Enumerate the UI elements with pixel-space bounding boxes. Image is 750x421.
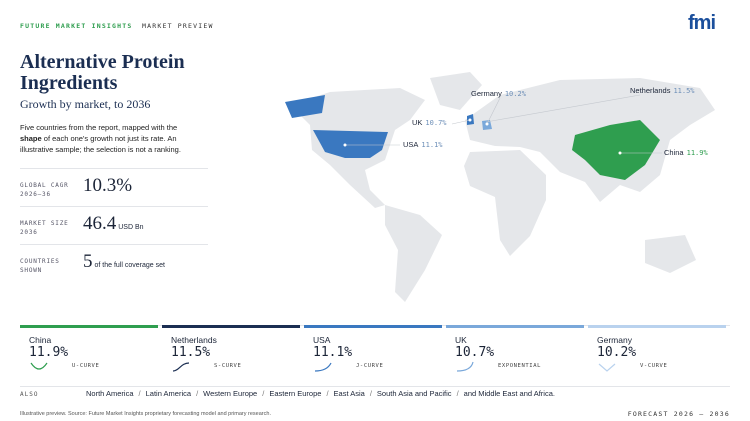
world-map — [285, 72, 715, 302]
card: UK 10.7% EXPONENTIAL — [446, 325, 586, 377]
description-text: of each one's growth not just its rate. … — [20, 134, 181, 154]
markers — [343, 118, 622, 155]
card-value: 11.9% — [29, 345, 69, 360]
map-label-country: UK — [412, 118, 423, 127]
curve-icon — [598, 363, 616, 372]
card: Germany 10.2% V-CURVE — [588, 325, 728, 377]
stat-value: 5 of the full coverage set — [83, 251, 165, 273]
region: and Middle East and Africa. — [463, 389, 555, 398]
region: South Asia and Pacific — [376, 389, 452, 398]
stat-value: 10.3% — [83, 175, 132, 197]
logo: fmi — [688, 12, 716, 34]
land — [290, 72, 715, 302]
region: East Asia — [333, 389, 365, 398]
regions: North America / Latin America / Western Euro… — [86, 389, 555, 398]
stat-value: 46.4 USD Bn — [83, 213, 144, 235]
card-bar — [162, 325, 300, 328]
card-value: 11.5% — [171, 345, 211, 360]
map-label-value: 11.5% — [673, 87, 695, 95]
map-label-country: Germany — [471, 89, 502, 98]
description: Five countries from the report, mapped w… — [20, 122, 190, 155]
card-bar — [588, 325, 726, 328]
map-label-value: 11.9% — [686, 149, 708, 157]
map-label: Netherlands 11.5% — [630, 86, 695, 95]
region: Western Europe — [203, 389, 258, 398]
card-value: 10.2% — [597, 345, 637, 360]
stat: GLOBAL CAGR 2026–36 10.3% — [20, 168, 208, 206]
card-bar — [446, 325, 584, 328]
brand: FUTURE MARKET INSIGHTS — [20, 22, 133, 30]
section: MARKET PREVIEW — [142, 22, 214, 30]
stat-label: MARKET SIZE 2036 — [20, 220, 69, 236]
description-emphasis: shape — [20, 134, 42, 143]
card-bar — [304, 325, 442, 328]
region: Latin America — [145, 389, 192, 398]
card-curve: S-CURVE — [214, 363, 242, 369]
map-label: UK 10.7% — [412, 118, 447, 127]
subtitle: Growth by market, to 2036 — [20, 97, 151, 111]
stat-number: 5 — [83, 251, 93, 272]
map-label-country: Netherlands — [630, 86, 671, 95]
region: North America — [86, 389, 134, 398]
map-label-value: 11.1% — [421, 141, 443, 149]
card-value: 10.7% — [455, 345, 495, 360]
card-country: USA — [313, 335, 331, 345]
curve-icon — [30, 362, 48, 370]
card-country: Netherlands — [171, 335, 217, 345]
card-curve: EXPONENTIAL — [498, 363, 542, 369]
curve-icon — [456, 361, 474, 372]
region-separator: / — [196, 389, 199, 398]
card: USA 11.1% J-CURVE — [304, 325, 444, 377]
card-country: UK — [455, 335, 467, 345]
map-label-country: USA — [403, 140, 419, 149]
card-country: China — [29, 335, 52, 345]
usa-shape — [313, 130, 388, 158]
region-separator: / — [369, 389, 372, 398]
card-curve: V-CURVE — [640, 363, 668, 369]
forecast: FORECAST 2026 – 2036 — [627, 410, 730, 418]
region-separator: / — [138, 389, 141, 398]
map-label: China 11.9% — [664, 148, 708, 157]
stat-number: 10.3% — [83, 175, 133, 196]
map-label-value: 10.7% — [425, 119, 447, 127]
map-label-country: China — [664, 148, 684, 157]
also-label: ALSO — [20, 391, 39, 398]
stat-number: 46.4 — [83, 213, 117, 234]
region-separator: / — [326, 389, 329, 398]
separator: · — [128, 22, 132, 30]
stat-unit: of the full coverage set — [94, 262, 165, 269]
region-separator: / — [262, 389, 265, 398]
curve-icon — [314, 362, 332, 372]
map-label: Germany 10.2% — [471, 89, 526, 98]
alaska — [285, 95, 325, 118]
map-label: USA 11.1% — [403, 140, 443, 149]
leader-lines — [345, 94, 662, 154]
stat-unit: USD Bn — [118, 224, 144, 231]
stat: MARKET SIZE 2036 46.4 USD Bn — [20, 206, 208, 244]
card: Netherlands 11.5% S-CURVE — [162, 325, 302, 377]
card: China 11.9% U-CURVE — [20, 325, 160, 377]
card-country: Germany — [597, 335, 632, 345]
map-label-value: 10.2% — [504, 90, 526, 98]
card-bar — [20, 325, 158, 328]
card-curve: J-CURVE — [356, 363, 384, 369]
stat-label: GLOBAL CAGR 2026–36 — [20, 182, 69, 198]
card-value: 11.1% — [313, 345, 353, 360]
curve-icon — [172, 362, 190, 372]
china-shape — [572, 120, 660, 180]
stat-label: COUNTRIES SHOWN — [20, 258, 60, 274]
region: Eastern Europe — [269, 389, 322, 398]
stat: COUNTRIES SHOWN 5 of the full coverage set — [20, 244, 208, 282]
card-curve: U-CURVE — [72, 363, 100, 369]
footer-note: Illustrative preview. Source: Future Mar… — [20, 411, 271, 417]
description-text: Five countries from the report, mapped w… — [20, 123, 178, 132]
title: Alternative Protein Ingredients — [20, 51, 185, 94]
region-separator: / — [456, 389, 459, 398]
divider — [20, 386, 730, 387]
